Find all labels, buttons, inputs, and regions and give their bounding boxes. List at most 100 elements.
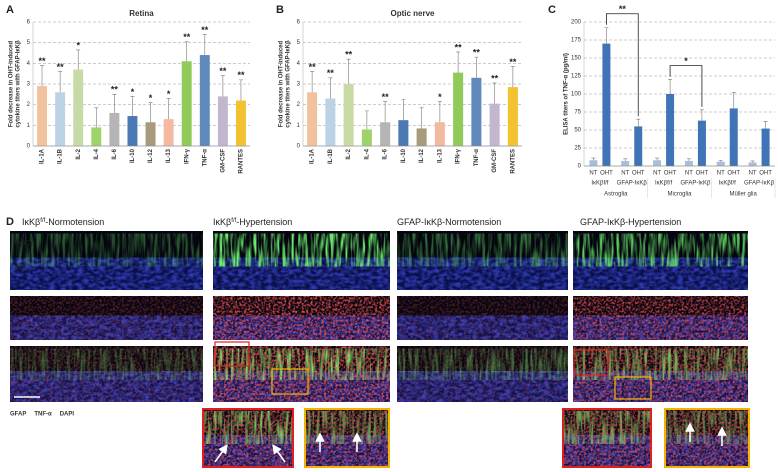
inset-micrograph <box>562 408 652 468</box>
layer-label: RGCL <box>14 238 35 247</box>
column-title-part: GFAP-IκKβ-Hypertension <box>580 217 681 227</box>
gfap-layer <box>10 233 203 267</box>
x-tick-label: IL-12 <box>419 148 425 163</box>
bar <box>507 87 518 146</box>
bar <box>181 61 192 147</box>
significance-label: ** <box>57 62 65 72</box>
significance-label: ** <box>473 48 481 58</box>
column-title-part: f/f <box>40 218 45 224</box>
error-bar <box>58 71 63 93</box>
y-tick-label: 0 <box>578 164 582 170</box>
significance-label: ** <box>509 57 517 67</box>
x-tick-label: IFN-γ <box>184 148 190 164</box>
layer-label: INL <box>14 263 26 272</box>
y-tick-label: 0 <box>297 144 301 150</box>
micrograph <box>397 231 568 290</box>
error-bar <box>328 77 333 99</box>
y-tick-label: 4 <box>27 61 31 67</box>
micrographs: D IκKβf/f-Normotension IκKβf/f-Hypertensio… <box>6 216 750 468</box>
x-tick-label: IL-1B <box>58 148 64 164</box>
panel-letter: D <box>6 216 14 228</box>
x-tick-label: IFN-γ <box>456 148 462 164</box>
x-tick-label: IL-4 <box>364 148 370 159</box>
error-bar <box>401 99 406 121</box>
x-tick-label: IL-2 <box>346 148 352 159</box>
y-tick-label: 50 <box>574 128 581 134</box>
significance-label: ** <box>491 73 499 83</box>
tnf-layer <box>10 346 203 402</box>
inset-frame <box>304 408 390 468</box>
bar <box>489 103 500 146</box>
significance-label: ** <box>183 32 191 42</box>
bar <box>453 72 464 146</box>
column-title: IκKβf/f-Normotension <box>22 217 104 227</box>
y-axis-label: Fold decrease in OHT-induced <box>279 40 285 127</box>
micrograph <box>10 231 203 290</box>
y-axis-label: cytokine titers with GFAP-IκKβ <box>286 40 292 128</box>
panel-letter: C <box>548 4 556 16</box>
bar <box>343 84 354 146</box>
column-title-part: f/f <box>231 218 236 224</box>
bar <box>697 120 706 166</box>
y-axis-label: Fold decrease in OHT-induced <box>9 40 15 127</box>
genotype-label: GFAP-IκKβ <box>617 181 648 187</box>
inset-frame <box>202 408 294 468</box>
error-bar <box>437 101 442 123</box>
panel-letter: A <box>6 4 14 16</box>
chart-title: Retina <box>129 9 154 18</box>
x-tick-label: NT <box>685 171 693 177</box>
micrograph <box>10 346 203 402</box>
bar <box>666 94 675 166</box>
micrograph <box>213 296 390 340</box>
micrograph <box>397 296 568 340</box>
bar <box>398 120 409 146</box>
error-bar <box>166 98 171 120</box>
significance-label: ** <box>39 56 47 66</box>
tnf-layer <box>397 296 568 340</box>
y-tick-label: 25 <box>574 146 581 152</box>
error-bar <box>148 102 153 123</box>
x-tick-label: OHT <box>727 171 740 177</box>
x-tick-label: OHT <box>600 171 613 177</box>
error-bar <box>510 66 515 88</box>
significance-label: * <box>438 92 442 102</box>
bar <box>380 122 391 146</box>
tnf-layer <box>562 408 652 468</box>
x-tick-label: IL-2 <box>76 148 82 159</box>
y-axis-label: cytokine titers with GFAP-IκKβ <box>16 40 22 128</box>
tnf-layer <box>397 346 568 402</box>
x-tick-label: NT <box>653 171 661 177</box>
y-tick-label: 5 <box>27 40 31 46</box>
error-bar <box>364 110 369 130</box>
y-axis-label: ELISA titers of TNF-α (pg/ml) <box>564 53 570 135</box>
error-bar <box>731 92 736 109</box>
y-tick-label: 75 <box>574 110 581 116</box>
micrograph <box>573 296 748 340</box>
bar <box>217 96 228 146</box>
error-bar <box>699 109 704 121</box>
significance-label: ** <box>111 85 119 95</box>
x-tick-label: IL-10 <box>401 148 407 163</box>
significance-label: * <box>76 40 80 50</box>
significance-label: ** <box>327 68 335 78</box>
tnf-layer <box>202 408 294 468</box>
error-bar <box>130 96 135 117</box>
bar <box>127 116 138 146</box>
significance-bracket <box>669 65 703 107</box>
y-tick-label: 2 <box>297 102 301 108</box>
inset-micrograph <box>304 408 390 468</box>
zoom-box <box>614 376 652 400</box>
y-tick-label: 175 <box>571 38 582 44</box>
y-tick-label: 150 <box>571 56 582 62</box>
column-title: GFAP-IκKβ-Normotension <box>397 217 501 227</box>
x-tick-label: RANTES <box>510 149 516 174</box>
y-tick-label: 2 <box>27 102 31 108</box>
x-tick-label: IL-6 <box>112 148 118 159</box>
x-tick-label: NT <box>589 171 597 177</box>
micrograph <box>573 346 748 402</box>
chart-title: Optic nerve <box>390 9 435 18</box>
micrograph <box>213 346 390 402</box>
bar <box>199 55 210 146</box>
panel-letter: B <box>276 4 284 16</box>
bar <box>589 160 598 166</box>
